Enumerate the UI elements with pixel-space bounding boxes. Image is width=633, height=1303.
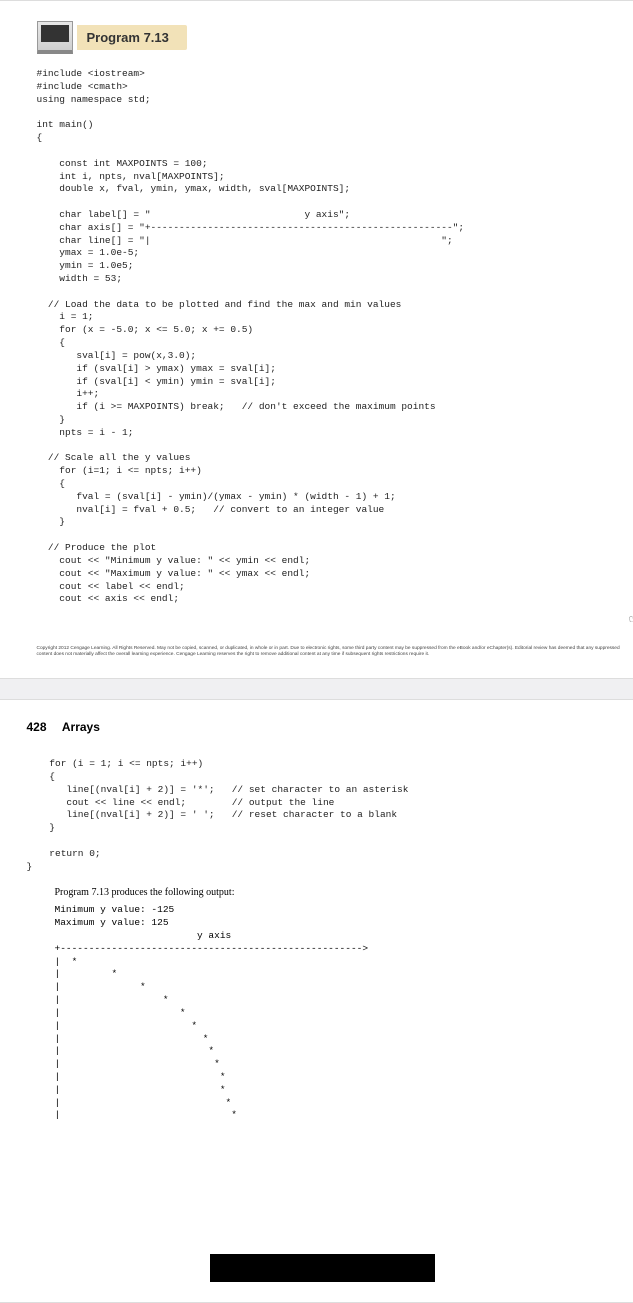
code-block-2: for (i = 1; i <= npts; i++) { line[(nval… bbox=[27, 758, 627, 873]
page-header: 428 Arrays bbox=[27, 720, 627, 734]
program-header: Program 7.13 bbox=[37, 21, 633, 54]
program-output: Minimum y value: -125 Maximum y value: 1… bbox=[55, 904, 627, 1122]
code-block-1: #include <iostream> #include <cmath> usi… bbox=[37, 68, 633, 606]
page-number: 428 bbox=[27, 720, 47, 734]
page-427: Program 7.13 #include <iostream> #includ… bbox=[0, 0, 633, 679]
chapter-title: Arrays bbox=[62, 720, 100, 734]
output-caption: Program 7.13 produces the following outp… bbox=[55, 887, 627, 898]
cutoff-bar bbox=[210, 1254, 435, 1282]
copyright-notice: Copyright 2012 Cengage Learning. All Rig… bbox=[37, 646, 633, 658]
pointing-hand-icon: ☞ bbox=[629, 613, 633, 626]
page-428: 428 Arrays for (i = 1; i <= npts; i++) {… bbox=[0, 699, 633, 1303]
computer-icon bbox=[37, 21, 73, 54]
output-continues bbox=[55, 1122, 435, 1282]
program-title: Program 7.13 bbox=[77, 25, 187, 50]
